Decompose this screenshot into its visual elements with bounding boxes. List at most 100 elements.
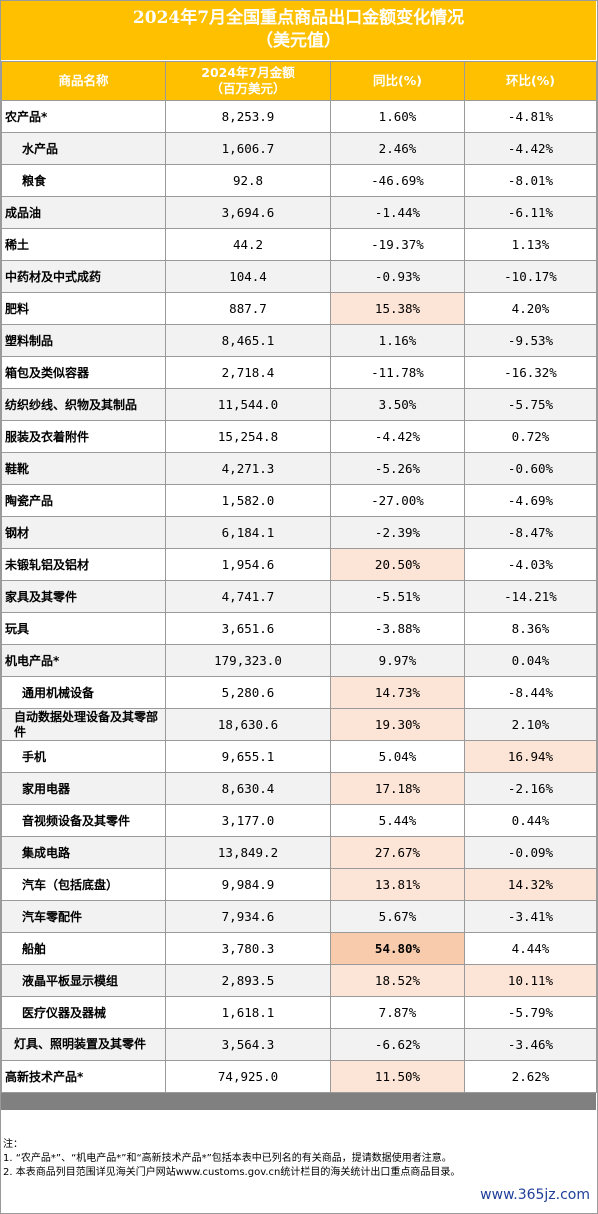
cell-mom: -8.47% [464,516,597,549]
cell-yoy: 9.97% [330,644,465,677]
cell-amount: 13,849.2 [165,836,331,869]
cell-amount: 3,564.3 [165,1028,331,1061]
table-row: 音视频设备及其零件 3,177.0 5.44% 0.44% [1,804,597,837]
cell-name: 船舶 [1,932,166,965]
header-amount-line1: 2024年7月金额 [201,65,295,80]
cell-name: 灯具、照明装置及其零件 [1,1028,166,1061]
table-row: 水产品 1,606.7 2.46% -4.42% [1,132,597,165]
cell-yoy: 54.80% [330,932,465,965]
cell-amount: 1,582.0 [165,484,331,517]
cell-name: 汽车零配件 [1,900,166,933]
cell-name: 音视频设备及其零件 [1,804,166,837]
table-row: 汽车零配件 7,934.6 5.67% -3.41% [1,900,597,933]
cell-yoy: 13.81% [330,868,465,901]
cell-yoy: -1.44% [330,196,465,229]
cell-name: 未锻轧铝及铝材 [1,548,166,581]
cell-name: 纺织纱线、织物及其制品 [1,388,166,421]
cell-name: 粮食 [1,164,166,197]
cell-name: 通用机械设备 [1,676,166,709]
cell-mom: -5.79% [464,996,597,1029]
cell-mom: 1.13% [464,228,597,261]
cell-amount: 5,280.6 [165,676,331,709]
cell-name: 稀土 [1,228,166,261]
cell-yoy: 15.38% [330,292,465,325]
header-row: 商品名称 2024年7月金额 （百万美元） 同比(%) 环比(%) [1,61,597,101]
cell-amount: 179,323.0 [165,644,331,677]
cell-mom: 4.20% [464,292,597,325]
cell-mom: -9.53% [464,324,597,357]
cell-yoy: 18.52% [330,964,465,997]
cell-mom: -4.03% [464,548,597,581]
cell-amount: 887.7 [165,292,331,325]
cell-name: 玩具 [1,612,166,645]
table-row: 手机 9,655.1 5.04% 16.94% [1,740,597,773]
table-row: 中药材及中式成药 104.4 -0.93% -10.17% [1,260,597,293]
table-row: 玩具 3,651.6 -3.88% 8.36% [1,612,597,645]
cell-mom: -10.17% [464,260,597,293]
cell-mom: 8.36% [464,612,597,645]
table-row: 通用机械设备 5,280.6 14.73% -8.44% [1,676,597,709]
header-amount: 2024年7月金额 （百万美元） [165,61,331,101]
table-row: 液晶平板显示模组 2,893.5 18.52% 10.11% [1,964,597,997]
cell-name: 手机 [1,740,166,773]
cell-amount: 104.4 [165,260,331,293]
cell-amount: 8,465.1 [165,324,331,357]
table-row: 集成电路 13,849.2 27.67% -0.09% [1,836,597,869]
cell-name: 服装及衣着附件 [1,420,166,453]
note-1: 1. “农产品*”、“机电产品*”和“高新技术产品*”包括本表中已列名的有关商品… [3,1153,452,1164]
table-row: 钢材 6,184.1 -2.39% -8.47% [1,516,597,549]
cell-yoy: 20.50% [330,548,465,581]
table-row: 纺织纱线、织物及其制品 11,544.0 3.50% -5.75% [1,388,597,421]
cell-name: 鞋靴 [1,452,166,485]
cell-mom: -8.01% [464,164,597,197]
table-row: 医疗仪器及器械 1,618.1 7.87% -5.79% [1,996,597,1029]
note-2: 2. 本表商品列目范围详见海关门户网站www.customs.gov.cn统计栏… [3,1167,461,1178]
cell-name: 汽车（包括底盘） [1,868,166,901]
cell-name: 中药材及中式成药 [1,260,166,293]
cell-amount: 7,934.6 [165,900,331,933]
cell-amount: 9,984.9 [165,868,331,901]
cell-name: 家具及其零件 [1,580,166,613]
cell-name: 自动数据处理设备及其零部件 [1,708,166,741]
notes-label: 注： [3,1139,23,1150]
cell-amount: 11,544.0 [165,388,331,421]
cell-amount: 2,718.4 [165,356,331,389]
cell-mom: -3.46% [464,1028,597,1061]
cell-yoy: 27.67% [330,836,465,869]
cell-amount: 3,780.3 [165,932,331,965]
table-row: 成品油 3,694.6 -1.44% -6.11% [1,196,597,229]
table-row: 服装及衣着附件 15,254.8 -4.42% 0.72% [1,420,597,453]
cell-mom: -3.41% [464,900,597,933]
cell-mom: -0.09% [464,836,597,869]
cell-amount: 44.2 [165,228,331,261]
cell-yoy: -46.69% [330,164,465,197]
cell-yoy: 14.73% [330,676,465,709]
cell-yoy: 5.67% [330,900,465,933]
cell-yoy: -0.93% [330,260,465,293]
cell-mom: -16.32% [464,356,597,389]
cell-mom: 2.62% [464,1060,597,1093]
cell-amount: 1,618.1 [165,996,331,1029]
cell-name: 成品油 [1,196,166,229]
table-row: 未锻轧铝及铝材 1,954.6 20.50% -4.03% [1,548,597,581]
header-yoy: 同比(%) [330,61,465,101]
cell-mom: 4.44% [464,932,597,965]
cell-yoy: -5.26% [330,452,465,485]
header-mom: 环比(%) [464,61,597,101]
cell-name: 集成电路 [1,836,166,869]
cell-amount: 3,177.0 [165,804,331,837]
table-row: 汽车（包括底盘） 9,984.9 13.81% 14.32% [1,868,597,901]
cell-name: 水产品 [1,132,166,165]
cell-mom: 0.04% [464,644,597,677]
header-name: 商品名称 [1,61,166,101]
table-title: 2024年7月全国重点商品出口金额变化情况 （美元值） [1,1,596,60]
cell-amount: 1,606.7 [165,132,331,165]
cell-amount: 4,741.7 [165,580,331,613]
cell-mom: -4.42% [464,132,597,165]
cell-amount: 8,253.9 [165,100,331,133]
cell-yoy: -4.42% [330,420,465,453]
table-row: 船舶 3,780.3 54.80% 4.44% [1,932,597,965]
watermark: www.365jz.com [480,1187,590,1203]
cell-yoy: 1.16% [330,324,465,357]
table-row: 陶瓷产品 1,582.0 -27.00% -4.69% [1,484,597,517]
